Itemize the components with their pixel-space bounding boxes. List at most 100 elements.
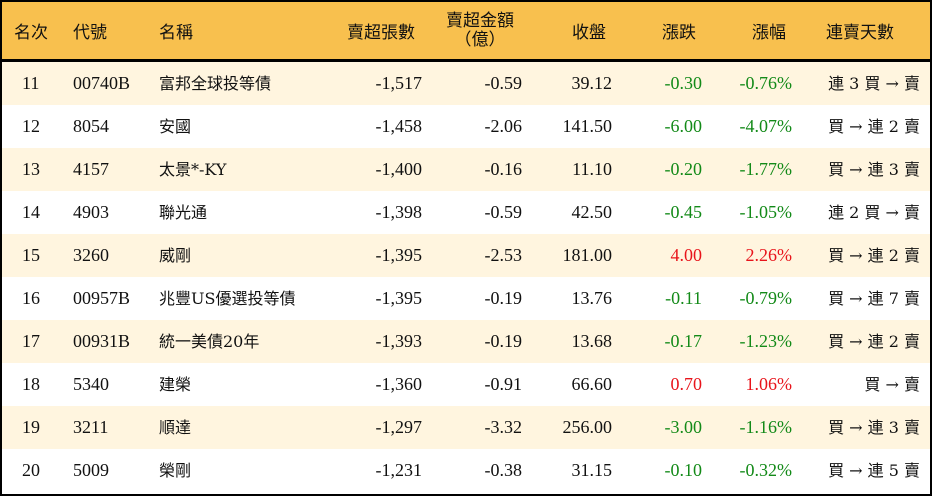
net-sell-volume-cell: -1,398 [375,202,423,222]
close-cell: 13.76 [571,288,613,308]
header-net-sell-amount-line1: 賣超金額 [446,10,514,31]
close-cell: 42.50 [571,202,613,222]
change-cell: -0.11 [665,288,702,308]
net-sell-volume-cell: -1,393 [375,331,423,351]
net-sell-amount-cell: -2.06 [484,116,523,136]
close-cell: 256.00 [562,417,613,437]
table-row: 19 3211 順達 -1,297 -3.32 256.00 -3.00 -1.16% 買 → … [2,406,930,449]
name-cell: 富邦全球投等債 [159,74,272,93]
net-sell-volume-cell: -1,297 [375,417,423,437]
name-cell: 太景*-KY [159,160,227,179]
streak-cell: 連 3 買 → 賣 [828,74,920,93]
rank-cell: 14 [22,202,40,222]
header-code: 代號 [73,23,107,43]
close-cell: 141.50 [562,116,613,136]
rank-cell: 16 [22,288,40,308]
name-cell: 建榮 [159,375,192,394]
rank-cell: 15 [22,245,40,265]
change-pct-cell: -0.76% [739,73,793,93]
net-sell-amount-cell: -0.19 [484,331,523,351]
net-sell-volume-cell: -1,517 [375,73,423,93]
header-streak: 連賣天數 [826,23,894,43]
net-sell-volume-cell: -1,400 [375,159,423,179]
code-cell: 00957B [73,288,131,308]
net-sell-amount-cell: -0.59 [484,73,523,93]
close-cell: 181.00 [562,245,613,265]
change-pct-cell: 1.06% [745,374,793,394]
net-sell-amount-cell: -0.59 [484,202,523,222]
streak-cell: 買 → 連 2 賣 [828,246,920,265]
net-sell-amount-cell: -3.32 [484,417,523,437]
change-pct-cell: -0.32% [739,460,793,480]
name-cell: 威剛 [159,246,192,265]
streak-cell: 買 → 連 2 賣 [828,332,920,351]
table-row: 18 5340 建榮 -1,360 -0.91 66.60 0.70 1.06% 買 → 賣 [2,363,930,406]
close-cell: 11.10 [572,159,612,179]
code-cell: 3260 [73,245,109,265]
close-cell: 13.68 [571,331,613,351]
header-net-sell-amount: 賣超金額 （億） [446,2,514,59]
code-cell: 4157 [73,159,109,179]
net-sell-volume-cell: -1,458 [375,116,423,136]
table-row: 13 4157 太景*-KY -1,400 -0.16 11.10 -0.20 -1.77% 買… [2,148,930,191]
change-pct-cell: -0.79% [739,288,793,308]
streak-cell: 買 → 賣 [864,375,920,394]
rank-cell: 12 [22,116,40,136]
streak-cell: 連 2 買 → 賣 [828,203,920,222]
code-cell: 00931B [73,331,131,351]
table-row: 20 5009 榮剛 -1,231 -0.38 31.15 -0.10 -0.32% 買 → 連… [2,449,930,492]
net-sell-amount-cell: -0.38 [484,460,523,480]
code-cell: 5009 [73,460,109,480]
header-net-sell-volume: 賣超張數 [347,23,415,43]
close-cell: 66.60 [571,374,613,394]
change-cell: 4.00 [670,245,703,265]
name-cell: 聯光通 [159,203,208,222]
code-cell: 8054 [73,116,109,136]
streak-cell: 買 → 連 5 賣 [828,461,920,480]
change-pct-cell: -1.16% [739,417,793,437]
net-sell-volume-cell: -1,360 [375,374,423,394]
code-cell: 00740B [73,73,131,93]
change-pct-cell: -4.07% [739,116,793,136]
code-cell: 4903 [73,202,109,222]
table-row: 15 3260 威剛 -1,395 -2.53 181.00 4.00 2.26% 買 → 連 … [2,234,930,277]
table-row: 16 00957B 兆豐US優選投等債 -1,395 -0.19 13.76 -0.11 -0… [2,277,930,320]
rank-cell: 17 [22,331,40,351]
change-pct-cell: 2.26% [745,245,793,265]
streak-cell: 買 → 連 3 賣 [828,160,920,179]
header-change: 漲跌 [662,23,696,43]
close-cell: 39.12 [571,73,613,93]
table-body: 11 00740B 富邦全球投等債 -1,517 -0.59 39.12 -0.30 -0.7… [2,62,930,492]
net-sell-volume-cell: -1,231 [375,460,423,480]
net-sell-amount-cell: -0.19 [484,288,523,308]
streak-cell: 買 → 連 2 賣 [828,117,920,136]
rank-cell: 20 [22,460,40,480]
table-header: 名次 代號 名稱 賣超張數 賣超金額 （億） 收盤 漲跌 漲幅 連賣天數 [2,2,930,62]
change-cell: -6.00 [664,116,703,136]
header-rank: 名次 [14,23,48,43]
rank-cell: 11 [22,73,40,93]
table-row: 14 4903 聯光通 -1,398 -0.59 42.50 -0.45 -1.05% 連 2 … [2,191,930,234]
change-cell: -0.45 [664,202,703,222]
change-cell: -0.30 [664,73,703,93]
table-row: 12 8054 安國 -1,458 -2.06 141.50 -6.00 -4.07% 買 → … [2,105,930,148]
header-name: 名稱 [159,23,193,43]
change-cell: -0.20 [664,159,703,179]
name-cell: 兆豐US優選投等債 [159,289,296,308]
change-pct-cell: -1.23% [739,331,793,351]
change-cell: -3.00 [664,417,703,437]
close-cell: 31.15 [571,460,613,480]
change-pct-cell: -1.05% [739,202,793,222]
streak-cell: 買 → 連 7 賣 [828,289,920,308]
net-sell-amount-cell: -0.91 [484,374,523,394]
net-sell-amount-cell: -0.16 [484,159,523,179]
change-cell: -0.17 [664,331,703,351]
name-cell: 安國 [159,117,192,136]
header-net-sell-amount-line2: （億） [454,29,506,50]
change-cell: -0.10 [664,460,703,480]
rank-cell: 18 [22,374,40,394]
code-cell: 3211 [73,417,109,437]
name-cell: 榮剛 [159,461,192,480]
header-close: 收盤 [572,23,606,43]
